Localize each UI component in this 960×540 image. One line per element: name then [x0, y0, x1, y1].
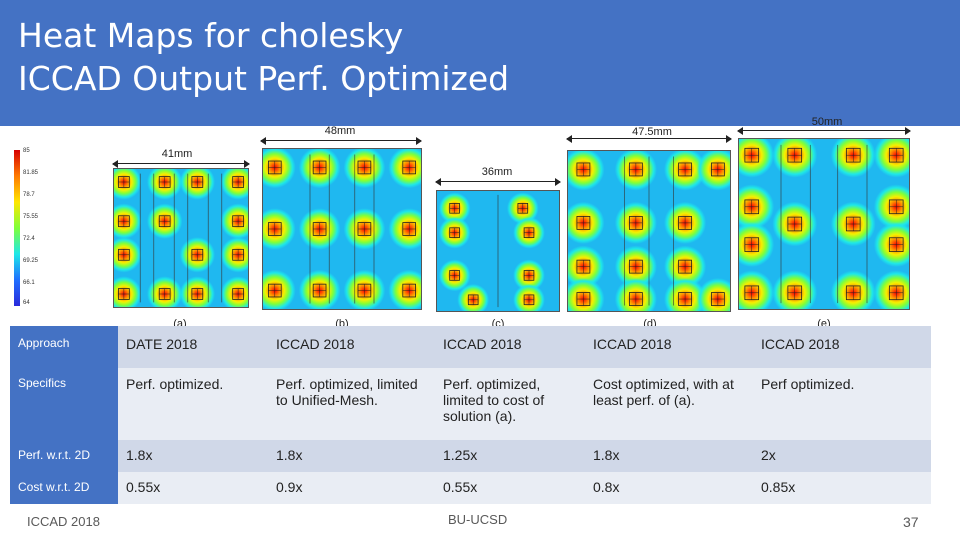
table-cell: ICCAD 2018 — [753, 326, 931, 368]
table-cell: Cost optimized, with at least perf. of (… — [585, 368, 753, 440]
slide-title-line-2: ICCAD Output Perf. Optimized — [18, 59, 510, 98]
slide-title: Heat Maps for cholesky ICCAD Output Perf… — [18, 14, 509, 100]
heat-map-d — [567, 150, 731, 312]
table-cell: Perf. optimized, limited to Unified-Mesh… — [268, 368, 435, 440]
footer-affiliation: BU-UCSD — [448, 512, 508, 527]
row-header-approach: Approach — [10, 326, 118, 368]
heat-maps-panel: 41mm (a) 48mm (b) 36mm (c) 47.5mm (d) 50… — [105, 116, 925, 334]
heat-legend: 85 81.85 78.7 75.55 72.4 69.25 66.1 64 — [14, 146, 44, 312]
legend-tick: 66.1 — [23, 280, 35, 286]
page-number: 37 — [903, 514, 919, 530]
map-a-dimension-arrow — [112, 160, 250, 168]
table-cell: Perf. optimized, limited to cost of solu… — [435, 368, 585, 440]
table-cell: 2x — [753, 440, 931, 472]
map-b-dimension-arrow — [260, 137, 422, 145]
map-c-dimension-arrow — [435, 178, 561, 186]
footer-conference: ICCAD 2018 — [27, 514, 100, 529]
legend-tick: 81.85 — [23, 170, 39, 176]
row-header-cost: Cost w.r.t. 2D — [10, 472, 118, 504]
legend-tick: 69.25 — [23, 258, 39, 264]
heat-map-c — [436, 190, 560, 312]
row-header-perf: Perf. w.r.t. 2D — [10, 440, 118, 472]
legend-tick: 78.7 — [23, 192, 35, 198]
table-row: Approach DATE 2018 ICCAD 2018 ICCAD 2018… — [10, 326, 931, 368]
table-cell: Perf optimized. — [753, 368, 931, 440]
table-cell: 0.55x — [435, 472, 585, 504]
heat-map-b — [262, 148, 422, 310]
table-cell: 1.25x — [435, 440, 585, 472]
table-cell: 1.8x — [585, 440, 753, 472]
map-d-dimension-arrow — [566, 135, 732, 143]
slide-title-line-1: Heat Maps for cholesky — [18, 16, 404, 55]
table-cell: ICCAD 2018 — [585, 326, 753, 368]
legend-tick: 85 — [23, 148, 30, 154]
comparison-table: Approach DATE 2018 ICCAD 2018 ICCAD 2018… — [10, 326, 931, 504]
title-bar: Heat Maps for cholesky ICCAD Output Perf… — [0, 0, 960, 126]
table-cell: 0.55x — [118, 472, 268, 504]
table-cell: Perf. optimized. — [118, 368, 268, 440]
map-e-dimension: 50mm — [811, 116, 843, 128]
table-cell: 0.9x — [268, 472, 435, 504]
table-cell: 1.8x — [118, 440, 268, 472]
table-cell: 1.8x — [268, 440, 435, 472]
table-cell: 0.8x — [585, 472, 753, 504]
table-cell: 0.85x — [753, 472, 931, 504]
heat-map-e — [738, 138, 910, 310]
legend-tick: 72.4 — [23, 236, 35, 242]
legend-tick: 75.55 — [23, 214, 39, 220]
table-cell: DATE 2018 — [118, 326, 268, 368]
map-a-dimension: 41mm — [161, 148, 193, 160]
table-cell: ICCAD 2018 — [268, 326, 435, 368]
row-header-specifics: Specifics — [10, 368, 118, 440]
map-d-dimension: 47.5mm — [632, 126, 672, 138]
table-row: Cost w.r.t. 2D 0.55x 0.9x 0.55x 0.8x 0.8… — [10, 472, 931, 504]
legend-color-bar — [14, 150, 20, 306]
table-row: Perf. w.r.t. 2D 1.8x 1.8x 1.25x 1.8x 2x — [10, 440, 931, 472]
table-row: Specifics Perf. optimized. Perf. optimiz… — [10, 368, 931, 440]
map-b-dimension: 48mm — [324, 125, 356, 137]
heat-map-a — [113, 168, 249, 308]
legend-tick: 64 — [23, 300, 30, 306]
map-c-dimension: 36mm — [481, 166, 513, 178]
table-cell: ICCAD 2018 — [435, 326, 585, 368]
map-e-dimension-arrow — [737, 127, 911, 135]
